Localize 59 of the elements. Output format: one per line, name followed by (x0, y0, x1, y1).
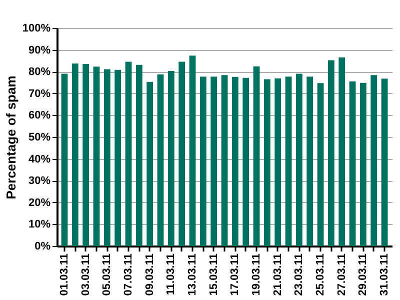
bar (242, 78, 250, 246)
x-tick-label: 27.03.11 (336, 254, 348, 296)
bar (338, 57, 346, 246)
bar (157, 74, 164, 246)
y-tick-label: 20% (28, 196, 51, 209)
x-tick-label: 11.03.11 (165, 254, 178, 296)
bar (114, 70, 122, 246)
bar (93, 66, 100, 246)
x-tick-label: 29.03.11 (357, 254, 370, 296)
bar (349, 81, 356, 246)
bar (232, 76, 238, 246)
y-tick-label: 30% (28, 175, 51, 188)
x-tick-label: 19.03.11 (250, 254, 263, 296)
y-tick-label: 10% (28, 218, 51, 231)
bar (306, 76, 314, 246)
bar (82, 64, 90, 246)
x-tick-label: 21.03.11 (272, 254, 284, 296)
bar (61, 74, 68, 246)
x-tick-label: 31.03.11 (378, 254, 391, 296)
bar (296, 74, 302, 246)
x-tick-label: 13.03.11 (186, 254, 198, 296)
bar (221, 75, 228, 246)
x-tick-label: 07.03.11 (122, 254, 134, 296)
x-tick-label: 05.03.11 (101, 254, 114, 296)
bar (328, 60, 334, 246)
y-tick-label: 80% (28, 66, 51, 78)
bar (189, 56, 196, 246)
x-tick-label: 25.03.11 (314, 254, 327, 296)
bar (146, 82, 154, 246)
bar (125, 62, 132, 246)
y-tick-label: 0% (34, 240, 51, 252)
bar (274, 78, 282, 246)
y-axis-title: Percentage of spam (3, 76, 18, 200)
x-tick-label: 09.03.11 (144, 254, 156, 296)
x-tick-label: 23.03.11 (293, 254, 306, 296)
bar (370, 75, 378, 246)
bar (104, 69, 110, 246)
bar (264, 79, 270, 246)
bar (253, 66, 260, 246)
x-tick-label: 17.03.11 (229, 254, 242, 296)
y-tick-label: 90% (28, 44, 51, 56)
bar (136, 64, 142, 246)
y-tick-label: 40% (28, 153, 51, 166)
bar (360, 82, 366, 246)
x-tick-label: 15.03.11 (208, 254, 220, 296)
bar (200, 76, 206, 246)
bar (72, 64, 78, 246)
bar (381, 78, 388, 246)
bar (285, 76, 292, 246)
y-tick-label: 60% (28, 110, 51, 122)
bar (178, 62, 186, 246)
y-tick-label: 100% (22, 22, 51, 34)
bar (210, 76, 218, 246)
bar (168, 70, 174, 246)
y-tick-label: 70% (28, 88, 51, 100)
x-tick-label: 03.03.11 (80, 254, 92, 296)
bar (317, 83, 324, 246)
y-tick-label: 50% (28, 132, 51, 144)
x-tick-label: 01.03.11 (58, 254, 70, 296)
